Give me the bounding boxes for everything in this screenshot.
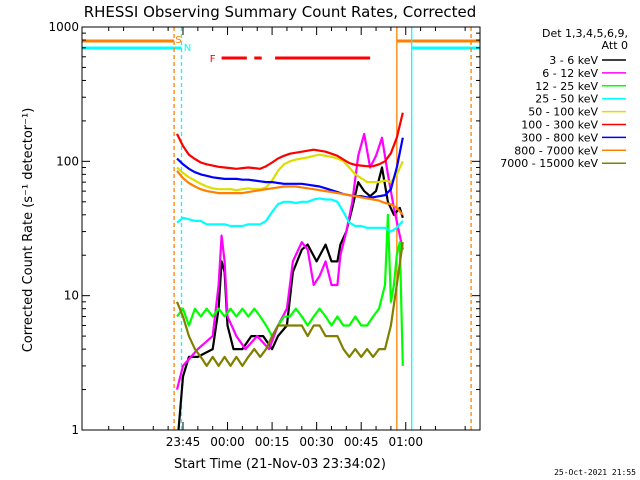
plot-area <box>82 27 480 430</box>
x-tick-label: 00:00 <box>210 435 245 449</box>
plot-frame <box>81 26 481 431</box>
x-axis-label: Start Time (21-Nov-03 23:34:02) <box>174 457 386 472</box>
detector-note-line: Det 1,3,4,5,6,9, <box>542 27 628 40</box>
legend-label-6: 300 - 800 keV <box>521 131 598 144</box>
series-line-0 <box>177 166 404 431</box>
legend-label-3: 25 - 50 keV <box>535 93 598 106</box>
flare-flag-label: F <box>210 54 216 65</box>
legend-label-4: 50 - 100 keV <box>528 106 598 119</box>
y-tick-label: 1000 <box>48 20 79 34</box>
plot-background <box>82 27 480 430</box>
y-tick-label: 10 <box>64 289 79 303</box>
series-line-2 <box>176 213 404 366</box>
legend-label-7: 800 - 7000 keV <box>514 144 598 157</box>
legend-label-2: 12 - 25 keV <box>535 80 598 93</box>
x-tick-label: 01:00 <box>388 435 423 449</box>
x-tick-label: 00:45 <box>344 435 379 449</box>
y-tick-label: 100 <box>56 154 79 168</box>
legend-label-5: 100 - 300 keV <box>521 119 598 132</box>
y-tick-label: 1 <box>71 423 79 437</box>
generation-timestamp: 25-Oct-2021 21:55 <box>554 468 636 477</box>
saa-flag-label: S <box>175 35 181 46</box>
series-line-8 <box>175 242 404 367</box>
legend-label-8: 7000 - 15000 keV <box>500 157 598 170</box>
x-tick-label: 23:45 <box>166 435 201 449</box>
x-tick-label: 00:15 <box>255 435 290 449</box>
series-line-1 <box>175 132 404 390</box>
night-flag-label: N <box>184 43 191 54</box>
series-line-7 <box>176 170 404 216</box>
legend-label-1: 6 - 12 keV <box>542 67 598 80</box>
flag-bars: SN F <box>82 35 480 65</box>
series-line-4 <box>176 153 404 192</box>
detector-note-line: Att 0 <box>602 39 628 52</box>
chart-title: RHESSI Observing Summary Count Rates, Co… <box>84 3 477 21</box>
series-line-3 <box>176 197 404 233</box>
series-line-5 <box>176 112 404 170</box>
y-axis-label: Corrected Count Rate (s⁻¹ detector⁻¹) <box>21 108 36 353</box>
legend-label-0: 3 - 6 keV <box>549 54 598 67</box>
x-tick-label: 00:30 <box>299 435 334 449</box>
axes: 1 10 100 1000 23:45 00:00 00:15 00:30 00:45 01:00 <box>48 20 481 449</box>
series-layer <box>175 112 404 431</box>
